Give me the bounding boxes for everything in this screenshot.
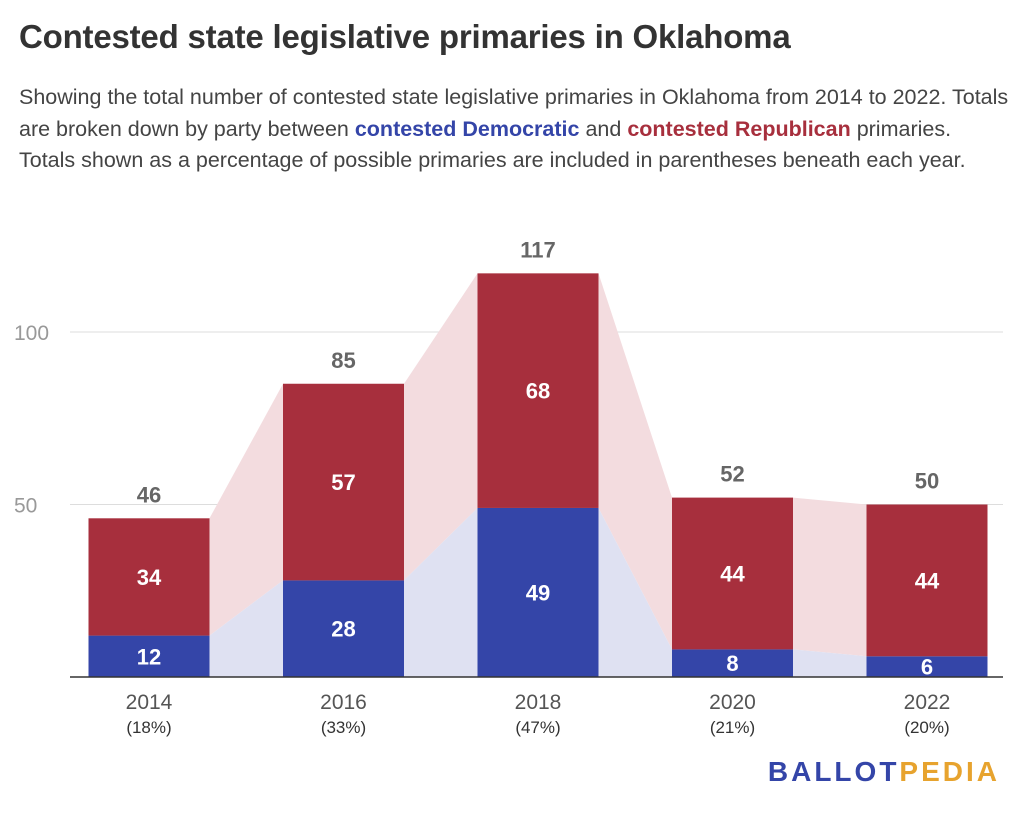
y-tick-label: 100 [14,322,49,345]
data-label-total: 52 [720,462,744,487]
data-label-republican: 68 [526,379,550,404]
x-tick-label: 2018 [515,691,562,714]
bar-democratic [477,507,599,677]
logo-part-ballot: BALLOT [767,756,900,787]
subtitle-text-start: Showing the total number of contested st… [19,85,1009,141]
data-label-total: 85 [331,348,355,373]
stacked-bar-chart: 501001234462014(18%)2857852016(33%)49681… [14,237,1003,737]
bar-republican [672,497,793,650]
x-tick-label: 2020 [709,691,756,714]
data-label-democratic: 28 [331,617,355,642]
data-label-republican: 34 [137,565,162,590]
data-label-democratic: 12 [137,644,161,669]
x-tick-label: 2016 [320,691,367,714]
bar-democratic [672,649,793,677]
bar-republican [477,273,599,508]
data-label-republican: 57 [331,470,355,495]
legend-republican: contested Republican [627,116,851,141]
democratic-connector-area [404,507,478,677]
data-label-total: 46 [137,482,161,507]
data-label-total: 117 [520,237,556,262]
ballotpedia-logo: BALLOTPEDIA [768,756,1000,788]
x-tick-sublabel: (47%) [515,718,560,737]
democratic-connector-area [209,580,283,677]
data-label-democratic: 6 [921,655,933,680]
x-tick-sublabel: (33%) [321,718,366,737]
bar-republican [866,504,988,657]
subtitle-text-end: primaries. Totals shown as a percentage … [19,116,966,173]
democratic-connector-area [598,507,672,677]
x-tick-label: 2022 [904,691,951,714]
republican-connector-area [793,497,867,657]
data-label-republican: 44 [915,568,940,593]
republican-connector-area [404,273,478,581]
republican-connector-area [209,383,283,636]
democratic-connector-area [793,649,867,677]
bar-republican [88,518,210,636]
chart-subtitle: Showing the total number of contested st… [19,82,1009,177]
x-tick-sublabel: (21%) [710,718,755,737]
chart-title: Contested state legislative primaries in… [19,18,791,55]
republican-connector-area [598,273,672,650]
subtitle-text-middle: and [579,116,628,141]
bar-democratic [283,580,404,677]
bar-democratic [866,656,988,677]
x-tick-sublabel: (20%) [904,718,949,737]
data-label-total: 50 [915,469,939,494]
legend-democratic: contested Democratic [354,116,580,141]
x-tick-label: 2014 [126,691,173,714]
data-label-democratic: 49 [526,580,550,605]
x-tick-sublabel: (18%) [126,718,171,737]
bar-democratic [88,635,210,677]
logo-part-pedia: PEDIA [899,756,1000,787]
data-label-republican: 44 [720,562,745,587]
bar-republican [283,383,404,581]
data-label-democratic: 8 [726,651,738,676]
y-tick-label: 50 [14,495,37,518]
